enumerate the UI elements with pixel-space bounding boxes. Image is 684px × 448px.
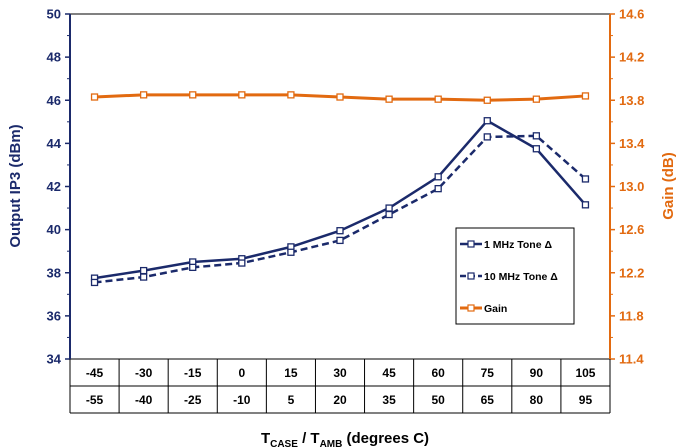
x-tick-label-case: -15 xyxy=(184,366,202,380)
x-tick-label-case: 15 xyxy=(284,366,298,380)
x-tick-label-amb: 50 xyxy=(432,393,446,407)
right-tick-label: 14.6 xyxy=(619,7,644,22)
series-point xyxy=(139,273,148,281)
x-tick-label-case: -30 xyxy=(135,366,153,380)
right-tick-label: 11.4 xyxy=(619,352,644,367)
legend-marker xyxy=(467,272,475,280)
x-tick-label-case: 75 xyxy=(481,366,495,380)
right-tick-label: 14.2 xyxy=(619,50,644,65)
series-point xyxy=(139,91,148,99)
series-point xyxy=(581,201,590,209)
series-point xyxy=(434,173,442,181)
left-tick-label: 50 xyxy=(47,7,61,22)
x-tick-label-amb: 65 xyxy=(481,393,495,407)
x-tick-label-case: 45 xyxy=(382,366,396,380)
series-1 xyxy=(90,117,590,282)
right-tick-label: 11.8 xyxy=(619,308,644,323)
series-point xyxy=(189,263,197,272)
left-tick-label: 40 xyxy=(47,222,61,237)
x-tick-label-case: 60 xyxy=(432,366,446,380)
series-point xyxy=(532,132,541,140)
legend: 1 MHz Tone Δ 10 MHz Tone Δ Gain xyxy=(455,227,575,325)
right-tick-label: 12.6 xyxy=(619,222,644,237)
series-point xyxy=(336,236,344,245)
x-tick-label-amb: -10 xyxy=(233,393,251,407)
right-tick-label: 13.0 xyxy=(619,179,644,194)
x-tick-label-case: 0 xyxy=(238,366,245,380)
series-point xyxy=(336,227,344,235)
x-tick-label-amb: -40 xyxy=(135,393,153,407)
series-point xyxy=(139,266,148,275)
left-tick-label: 34 xyxy=(47,352,62,367)
left-tick-label: 46 xyxy=(47,93,61,108)
series-point xyxy=(287,248,295,256)
x-tick-label-case: 90 xyxy=(530,366,544,380)
x-tick-label-amb: 95 xyxy=(579,393,593,407)
legend-marker xyxy=(467,304,475,312)
left-axis-label: Output IP3 (dBm) xyxy=(7,124,24,247)
series-3 xyxy=(90,91,590,104)
x-axis-label: TCASE / TAMB (degrees C) xyxy=(261,430,429,448)
legend-label: 10 MHz Tone Δ xyxy=(484,271,558,283)
x-tick-label-amb: 35 xyxy=(382,393,396,407)
right-tick-label: 13.4 xyxy=(619,136,645,151)
legend-label: 1 MHz Tone Δ xyxy=(484,239,552,251)
series-point xyxy=(434,185,442,193)
series-layer xyxy=(90,91,590,287)
right-axis-ticks: 11.4 11.8 12.2 12.6 13.0 13.4 13.8 14.2 14.6 xyxy=(609,7,645,367)
series-line xyxy=(94,134,587,284)
left-axis-ticks: 34 36 38 40 42 44 46 48 50 xyxy=(47,7,71,367)
left-tick-label: 42 xyxy=(47,179,61,194)
series-point xyxy=(532,145,541,153)
series-point xyxy=(434,95,442,103)
series-point xyxy=(483,96,491,104)
x-tick-label-amb: 80 xyxy=(530,393,544,407)
x-tick-label-case: 30 xyxy=(333,366,347,380)
series-point xyxy=(238,259,246,267)
series-point xyxy=(385,95,393,103)
legend-label: Gain xyxy=(484,303,507,315)
series-point xyxy=(581,175,590,183)
series-point xyxy=(581,92,590,100)
x-axis-table: -45 -30 -15 0 15 30 45 60 75 90 105 -55 -40 -25 -10 5 20… xyxy=(69,359,611,414)
x-tick-label-amb: 5 xyxy=(288,393,295,407)
series-point xyxy=(385,204,393,212)
series-2 xyxy=(90,132,590,287)
left-tick-label: 36 xyxy=(47,308,61,323)
series-point xyxy=(483,133,491,141)
left-tick-label: 38 xyxy=(47,265,61,280)
legend-marker xyxy=(467,240,475,248)
right-tick-label: 13.8 xyxy=(619,93,644,108)
x-tick-label-amb: -25 xyxy=(184,393,202,407)
series-point xyxy=(189,91,197,99)
x-tick-label-case: -45 xyxy=(86,366,104,380)
series-point xyxy=(90,93,99,101)
left-tick-label: 44 xyxy=(47,136,62,151)
series-point xyxy=(90,278,99,287)
left-tick-label: 48 xyxy=(47,50,61,65)
series-point xyxy=(532,95,541,103)
right-tick-label: 12.2 xyxy=(619,265,644,280)
x-tick-label-amb: 20 xyxy=(333,393,347,407)
right-axis-label: Gain (dB) xyxy=(660,152,677,220)
series-point xyxy=(287,91,295,99)
x-tick-label-case: 105 xyxy=(575,366,595,380)
series-point xyxy=(385,210,393,219)
series-point xyxy=(483,117,491,125)
x-tick-label-amb: -55 xyxy=(86,393,104,407)
series-point xyxy=(238,91,246,99)
series-point xyxy=(336,93,344,101)
